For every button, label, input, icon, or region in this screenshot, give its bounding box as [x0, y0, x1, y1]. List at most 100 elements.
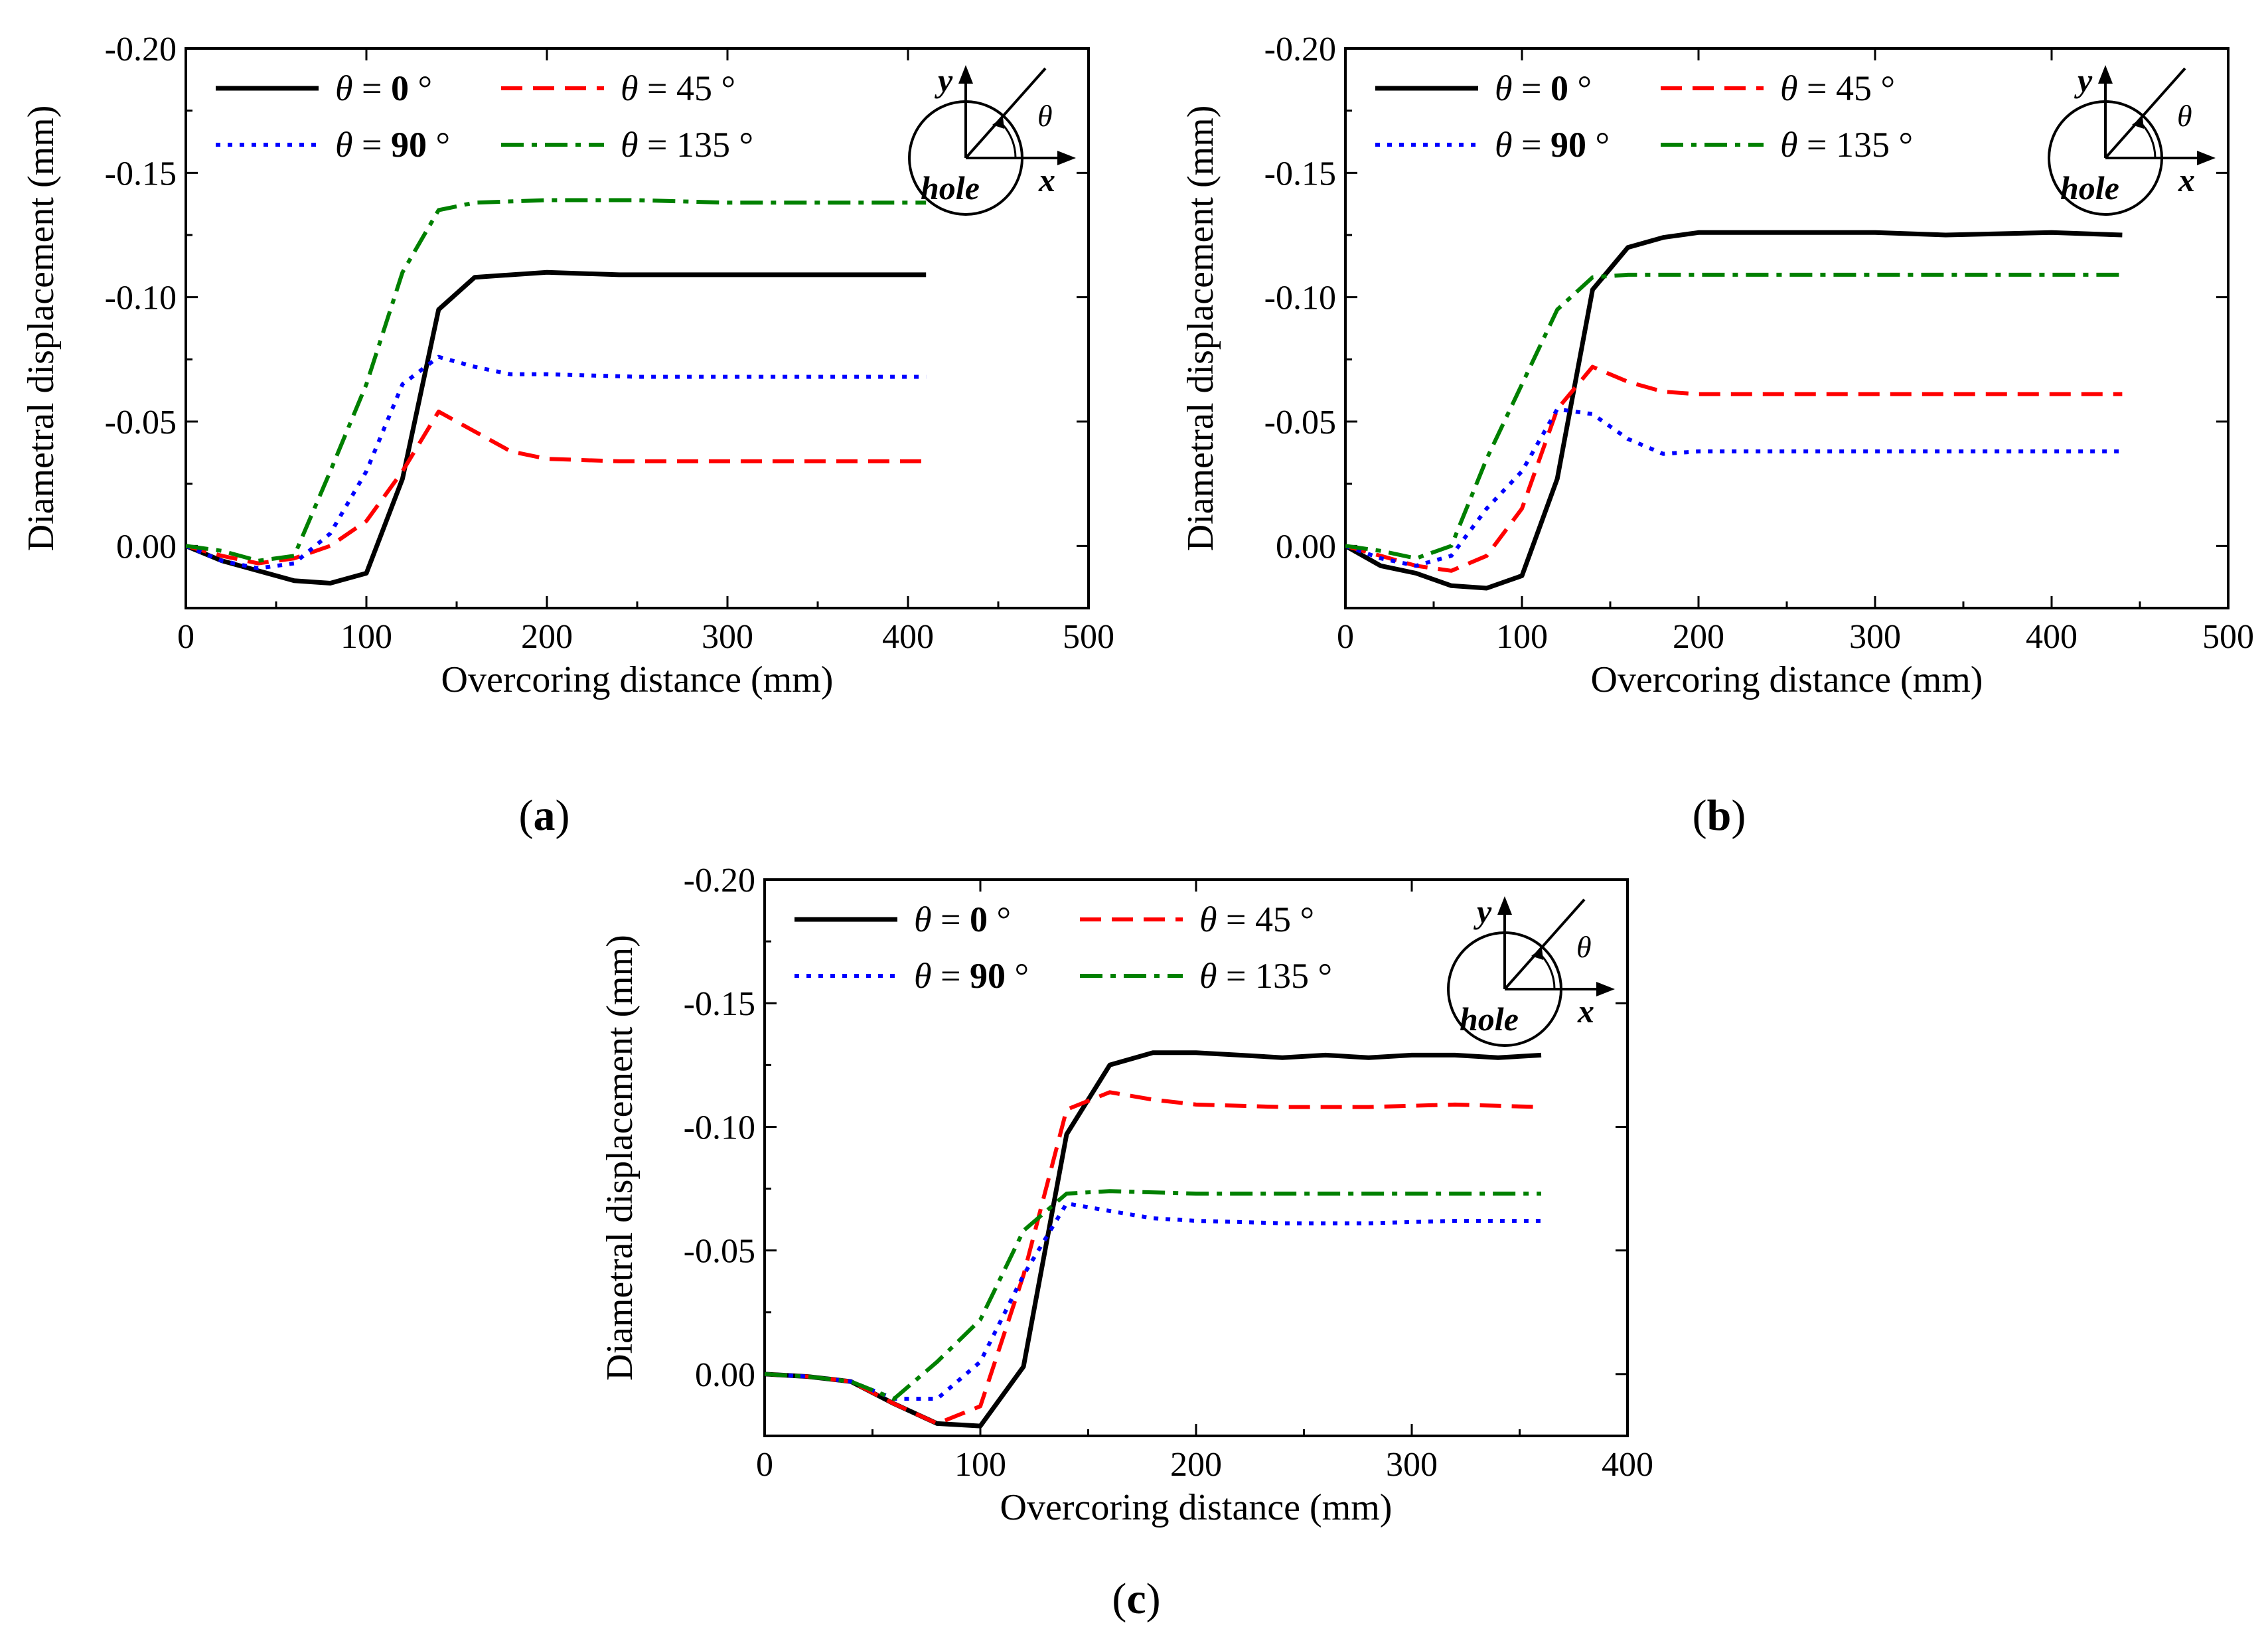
inset-y-label: y — [935, 62, 953, 99]
legend-entry-theta-0: θ = 0 ° — [914, 900, 1011, 939]
angle-arrowhead — [992, 117, 1004, 129]
legend-angle: 90 — [970, 956, 1006, 996]
x-tick-label: 300 — [1386, 1446, 1438, 1484]
legend-degree: ° — [1586, 125, 1610, 165]
y-tick-label: -0.15 — [684, 985, 755, 1023]
chart-panel-c: 0 100 200 300 400 0.00 -0.05 -0.10 -0.15 -0.20 Ove… — [599, 862, 1653, 1623]
legend-theta-symbol: θ — [335, 68, 353, 108]
series-line-theta-90 — [765, 1201, 1541, 1401]
legend-angle: 90 — [391, 125, 427, 165]
legend-angle: 90 — [1550, 125, 1586, 165]
x-arrowhead — [1057, 151, 1076, 165]
legend-equals: = — [639, 68, 676, 108]
legend-entry-theta-0: θ = 0 ° — [335, 68, 432, 108]
y-tick-label: -0.10 — [684, 1109, 755, 1146]
plot-frame — [763, 878, 1629, 1437]
legend-equals: = — [353, 125, 391, 165]
inset-y-label: y — [1474, 893, 1492, 930]
y-arrowhead — [2098, 65, 2113, 84]
legend-theta-symbol: θ — [1199, 956, 1217, 996]
y-tick-label: 0.00 — [695, 1356, 755, 1394]
legend-equals: = — [353, 68, 391, 108]
hole-inset-diagram: y x hole θ — [1447, 893, 1615, 1047]
series-line-theta-90 — [186, 354, 927, 571]
legend-angle: 135 — [1255, 956, 1309, 996]
legend-equals: = — [1798, 68, 1836, 108]
legend-equals: = — [1217, 900, 1255, 939]
panel-label: (c) — [1112, 1575, 1160, 1623]
legend-theta-symbol: θ — [1780, 68, 1798, 108]
x-tick-label: 200 — [521, 618, 573, 656]
x-tick-label: 500 — [2202, 618, 2254, 656]
y-tick-label: -0.15 — [105, 155, 177, 193]
legend-entry-theta-135: θ = 135 ° — [1199, 956, 1332, 996]
inset-y-label: y — [2074, 62, 2093, 99]
y-axis-label: Diametral displacement (mm) — [1180, 106, 1221, 552]
series-line-theta-0 — [765, 1050, 1542, 1429]
series-line-theta-135 — [1345, 272, 2123, 561]
x-tick-label: 300 — [702, 618, 753, 656]
series-line-theta-135 — [765, 1189, 1541, 1401]
x-tick-label: 400 — [2026, 618, 2078, 656]
series-line-theta-135 — [186, 198, 927, 563]
legend-theta-symbol: θ — [1780, 125, 1798, 165]
legend-theta-symbol: θ — [621, 125, 639, 165]
inset-x-label: x — [1577, 992, 1594, 1030]
y-tick-label: -0.10 — [105, 279, 177, 317]
panel-label-letter: a — [534, 791, 556, 840]
legend-entry-theta-45: θ = 45 ° — [1780, 68, 1895, 108]
y-tick-label: -0.20 — [105, 31, 177, 68]
x-axis-label: Overcoring distance (mm) — [441, 659, 834, 700]
x-arrowhead — [1596, 982, 1615, 996]
legend-equals: = — [932, 956, 970, 996]
inset-theta-label: θ — [1037, 99, 1053, 133]
panel-label-close: ) — [1731, 791, 1746, 840]
legend-equals: = — [1513, 68, 1550, 108]
x-tick-label: 400 — [882, 618, 934, 656]
legend-theta-symbol: θ — [1495, 125, 1513, 165]
x-axis-label: Overcoring distance (mm) — [1000, 1487, 1393, 1528]
x-tick-label: 300 — [1849, 618, 1901, 656]
y-tick-label: -0.05 — [684, 1233, 755, 1271]
legend-degree: ° — [730, 125, 753, 165]
x-tick-label: 200 — [1170, 1446, 1222, 1484]
legend-degree: ° — [988, 900, 1011, 939]
legend-equals: = — [1513, 125, 1550, 165]
legend-theta-symbol: θ — [914, 900, 932, 939]
inset-hole-label: hole — [1460, 1000, 1519, 1038]
angle-ray — [964, 67, 1047, 159]
angle-ray — [1503, 898, 1586, 990]
inset-hole-label: hole — [921, 169, 980, 206]
chart-panel-b: 0 100 200 300 400 500 0.00 -0.05 -0.10 -0.15 -0.20… — [1180, 31, 2254, 840]
legend-angle: 45 — [1255, 900, 1291, 939]
y-tick-label: -0.15 — [1264, 155, 1336, 193]
angle-arrowhead — [2132, 117, 2144, 129]
panel-label: (a) — [519, 791, 570, 840]
angle-ray — [2104, 67, 2186, 159]
panel-label-open: ( — [1693, 791, 1707, 840]
x-tick-label: 0 — [756, 1446, 773, 1484]
x-tick-label: 100 — [1496, 618, 1548, 656]
inset-theta-label: θ — [1576, 930, 1592, 964]
y-axis-label: Diametral displacement (mm) — [599, 935, 641, 1381]
legend-entry-theta-90: θ = 90 ° — [1495, 125, 1610, 165]
legend-theta-symbol: θ — [335, 125, 353, 165]
legend-angle: 45 — [676, 68, 712, 108]
legend-entry-theta-90: θ = 90 ° — [335, 125, 450, 165]
x-tick-label: 100 — [954, 1446, 1006, 1484]
legend-entry-theta-135: θ = 135 ° — [1780, 125, 1913, 165]
series-line-theta-45 — [186, 410, 927, 566]
legend-entry-theta-135: θ = 135 ° — [621, 125, 753, 165]
y-tick-label: -0.05 — [1264, 404, 1336, 441]
x-tick-label: 0 — [177, 618, 194, 656]
y-arrowhead — [1497, 896, 1512, 915]
legend-angle: 0 — [391, 68, 409, 108]
legend-degree: ° — [427, 125, 450, 165]
x-arrowhead — [2197, 151, 2216, 165]
y-tick-label: 0.00 — [1276, 528, 1336, 566]
y-tick-label: -0.20 — [684, 862, 755, 900]
hole-inset-diagram: y x hole θ — [2048, 62, 2216, 216]
legend-theta-symbol: θ — [1495, 68, 1513, 108]
panel-label: (b) — [1693, 791, 1746, 840]
